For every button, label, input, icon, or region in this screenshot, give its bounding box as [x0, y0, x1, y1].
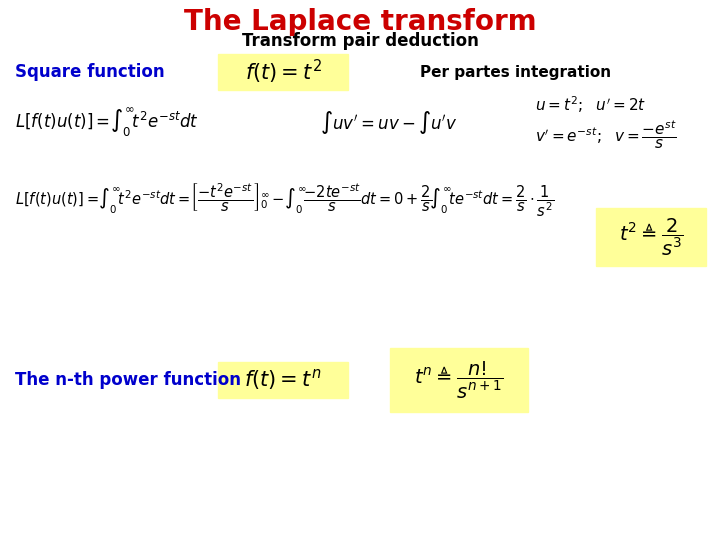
Text: $v^{\prime}=e^{-st};\ \ v=\dfrac{-e^{st}}{s}$: $v^{\prime}=e^{-st};\ \ v=\dfrac{-e^{st}… — [535, 119, 677, 151]
Text: $t^2 \triangleq \dfrac{2}{s^3}$: $t^2 \triangleq \dfrac{2}{s^3}$ — [618, 216, 683, 258]
Text: $u=t^2;\ \ u^{\prime}=2t$: $u=t^2;\ \ u^{\prime}=2t$ — [535, 94, 647, 116]
Text: $t^n \triangleq \dfrac{n!}{s^{n+1}}$: $t^n \triangleq \dfrac{n!}{s^{n+1}}$ — [414, 359, 504, 401]
Text: $L[f(t)u(t)]=\!\int_0^{\infty}\!t^2 e^{-st}dt=\!\left[\dfrac{-t^2 e^{-st}}{s}\ri: $L[f(t)u(t)]=\!\int_0^{\infty}\!t^2 e^{-… — [15, 181, 554, 219]
Text: $f(t) = t^n$: $f(t) = t^n$ — [244, 368, 322, 393]
FancyBboxPatch shape — [218, 54, 348, 90]
Text: The n-th power function: The n-th power function — [15, 371, 241, 389]
FancyBboxPatch shape — [390, 348, 528, 412]
Text: Square function: Square function — [15, 63, 165, 81]
Text: The Laplace transform: The Laplace transform — [184, 8, 536, 36]
Text: $L[f(t)u(t)]=\!\int_0^{\infty}\! t^2 e^{-st}dt$: $L[f(t)u(t)]=\!\int_0^{\infty}\! t^2 e^{… — [15, 105, 199, 139]
FancyBboxPatch shape — [596, 208, 706, 266]
Text: Per partes integration: Per partes integration — [420, 64, 611, 79]
Text: $f(t) = t^2$: $f(t) = t^2$ — [245, 58, 321, 86]
Text: Transform pair deduction: Transform pair deduction — [242, 32, 478, 50]
Text: $\int uv^{\prime}=uv-\int u^{\prime}v$: $\int uv^{\prime}=uv-\int u^{\prime}v$ — [320, 109, 458, 136]
FancyBboxPatch shape — [218, 362, 348, 398]
